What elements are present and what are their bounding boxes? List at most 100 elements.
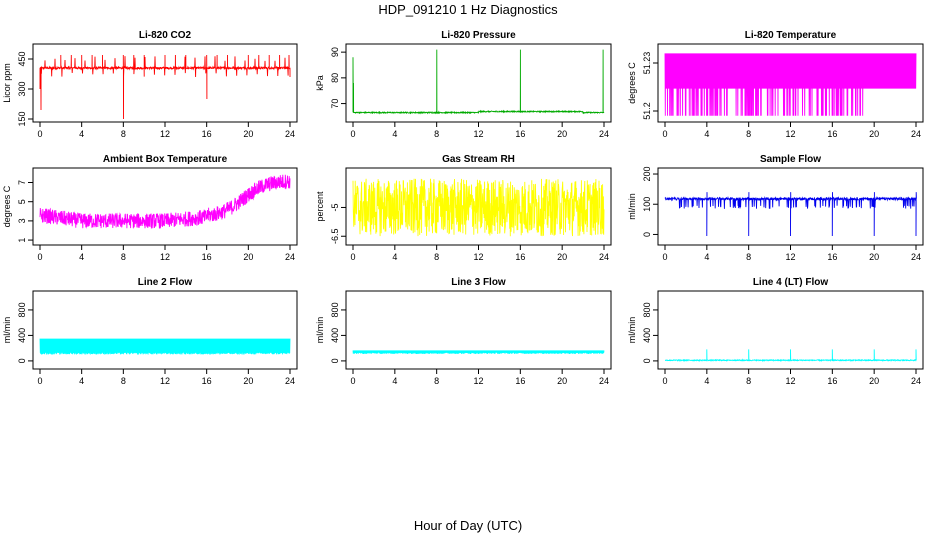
x-tick-label: 12 bbox=[160, 129, 170, 139]
x-tick-label: 24 bbox=[599, 376, 609, 386]
x-tick-label: 20 bbox=[243, 129, 253, 139]
x-tick-label: 8 bbox=[121, 129, 126, 139]
x-tick-label: 24 bbox=[285, 129, 295, 139]
x-tick-label: 20 bbox=[869, 129, 879, 139]
y-tick-label: 51.23 bbox=[642, 52, 652, 75]
x-tick-label: 12 bbox=[785, 252, 795, 262]
x-tick-label: 4 bbox=[392, 376, 397, 386]
y-axis-label: ml/min bbox=[627, 193, 637, 220]
x-tick-label: 0 bbox=[662, 129, 667, 139]
series-line bbox=[352, 350, 605, 354]
x-tick-label: 24 bbox=[285, 376, 295, 386]
x-tick-label: 12 bbox=[473, 129, 483, 139]
y-tick-label: 800 bbox=[330, 302, 340, 317]
y-tick-label: 0 bbox=[17, 358, 27, 363]
plot-frame bbox=[32, 290, 298, 370]
chart-panel: Gas Stream RH 0 4 8 12 16 20 24 -6.5 -5 percent bbox=[315, 154, 612, 262]
x-tick-label: 16 bbox=[827, 252, 837, 262]
y-tick-label: 400 bbox=[642, 328, 652, 343]
y-tick-label: 51.2 bbox=[642, 102, 652, 120]
x-tick-label: 20 bbox=[243, 376, 253, 386]
x-tick-label: 4 bbox=[79, 376, 84, 386]
chart-panel: Li-820 CO2 0 4 8 12 16 20 24 150 300 450 Licor ppm bbox=[2, 30, 298, 139]
y-tick-label: 200 bbox=[642, 167, 652, 182]
y-tick-label: 80 bbox=[330, 73, 340, 83]
x-tick-label: 12 bbox=[160, 376, 170, 386]
chart-panel: Line 3 Flow 0 4 8 12 16 20 24 0 400 800 ml/min bbox=[315, 277, 612, 386]
chart-panel: Ambient Box Temperature 0 4 8 12 16 20 24 1 3 5 7 de… bbox=[2, 154, 298, 262]
x-tick-label: 0 bbox=[37, 129, 42, 139]
x-tick-label: 12 bbox=[785, 376, 795, 386]
y-tick-label: 5 bbox=[17, 199, 27, 204]
x-tick-label: 8 bbox=[434, 376, 439, 386]
x-tick-label: 4 bbox=[392, 252, 397, 262]
y-tick-label: 7 bbox=[17, 180, 27, 185]
x-tick-label: 8 bbox=[746, 129, 751, 139]
panel-title: Line 4 (LT) Flow bbox=[753, 277, 829, 288]
series-line bbox=[664, 349, 917, 363]
y-axis-label: ml/min bbox=[2, 317, 12, 344]
series-line bbox=[352, 49, 605, 115]
x-tick-label: 12 bbox=[473, 376, 483, 386]
x-tick-label: 16 bbox=[202, 376, 212, 386]
y-tick-label: 100 bbox=[642, 197, 652, 212]
x-tick-label: 8 bbox=[121, 252, 126, 262]
y-axis-label: ml/min bbox=[627, 317, 637, 344]
x-tick-label: 8 bbox=[746, 376, 751, 386]
chart-panel: Sample Flow 0 4 8 12 16 20 24 0 100 200 ml/min bbox=[627, 154, 924, 262]
x-tick-label: 20 bbox=[869, 252, 879, 262]
y-axis-label: degrees C bbox=[627, 62, 637, 104]
series-line bbox=[39, 54, 291, 120]
x-tick-label: 0 bbox=[37, 252, 42, 262]
x-tick-label: 16 bbox=[515, 129, 525, 139]
x-tick-label: 16 bbox=[515, 376, 525, 386]
x-tick-label: 24 bbox=[285, 252, 295, 262]
y-tick-label: 450 bbox=[17, 51, 27, 66]
panel-title: Sample Flow bbox=[760, 154, 821, 165]
x-tick-label: 0 bbox=[350, 129, 355, 139]
x-tick-label: 8 bbox=[121, 376, 126, 386]
y-tick-label: 90 bbox=[330, 47, 340, 57]
x-tick-label: 24 bbox=[599, 129, 609, 139]
y-axis-label: Licor ppm bbox=[2, 63, 12, 103]
x-tick-label: 4 bbox=[392, 129, 397, 139]
y-tick-label: 1 bbox=[17, 238, 27, 243]
y-axis-label: degrees C bbox=[2, 185, 12, 227]
chart-panel: Li-820 Pressure 0 4 8 12 16 20 24 70 80 90 kPa bbox=[315, 30, 612, 139]
chart-panel: Li-820 Temperature 0 4 8 12 16 20 24 51.2 51.23 de… bbox=[627, 30, 924, 139]
x-tick-label: 8 bbox=[746, 252, 751, 262]
y-tick-label: 0 bbox=[330, 358, 340, 363]
series-line bbox=[39, 174, 291, 229]
series-line bbox=[352, 178, 605, 237]
y-tick-label: 300 bbox=[17, 81, 27, 96]
chart-panel: Line 2 Flow 0 4 8 12 16 20 24 0 400 800 ml/min bbox=[2, 277, 298, 386]
x-tick-label: 8 bbox=[434, 252, 439, 262]
y-tick-label: 800 bbox=[642, 302, 652, 317]
x-axis-caption: Hour of Day (UTC) bbox=[413, 518, 523, 533]
x-tick-label: 16 bbox=[202, 129, 212, 139]
page-title: HDP_091210 1 Hz Diagnostics bbox=[378, 2, 558, 17]
x-tick-label: 0 bbox=[37, 376, 42, 386]
y-tick-label: 400 bbox=[330, 328, 340, 343]
x-tick-label: 20 bbox=[557, 252, 567, 262]
x-tick-label: 12 bbox=[160, 252, 170, 262]
x-tick-label: 20 bbox=[557, 376, 567, 386]
x-tick-label: 24 bbox=[911, 376, 921, 386]
x-tick-label: 24 bbox=[911, 129, 921, 139]
y-tick-label: 70 bbox=[330, 99, 340, 109]
x-tick-label: 24 bbox=[599, 252, 609, 262]
plot-frame bbox=[345, 290, 612, 370]
panel-title: Li-820 CO2 bbox=[139, 30, 192, 41]
x-tick-label: 4 bbox=[704, 129, 709, 139]
series-line bbox=[39, 338, 291, 355]
x-tick-label: 12 bbox=[473, 252, 483, 262]
x-tick-label: 8 bbox=[434, 129, 439, 139]
y-tick-label: 3 bbox=[17, 218, 27, 223]
x-tick-label: 20 bbox=[557, 129, 567, 139]
x-tick-label: 16 bbox=[202, 252, 212, 262]
y-tick-label: 150 bbox=[17, 111, 27, 126]
x-tick-label: 20 bbox=[243, 252, 253, 262]
panel-title: Line 2 Flow bbox=[138, 277, 193, 288]
chart-panel: Line 4 (LT) Flow 0 4 8 12 16 20 24 0 400 800 ml/min bbox=[627, 277, 924, 386]
